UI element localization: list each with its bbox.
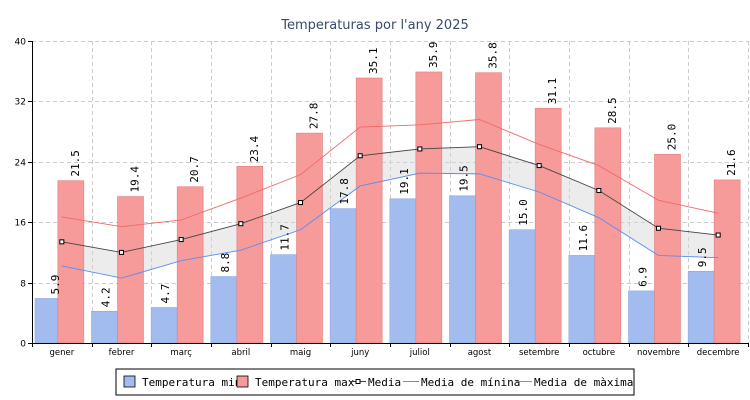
bar-min-abril [210, 276, 238, 344]
label-max-agost: 35.8 [487, 42, 500, 69]
data-labels: 5.9 21.5 4.2 19.4 4.7 20.7 8.8 23.4 11.7 27.8 17.8… [49, 41, 738, 307]
bar-min-novembre [628, 290, 655, 344]
bar-max-setembre [534, 107, 562, 344]
line-media-min [61, 172, 719, 279]
ytick-label-0: 0 [20, 340, 26, 350]
legend-label-media-max: Media de màxima [534, 376, 633, 389]
media-marker-juliol [417, 146, 423, 152]
legend-box [115, 368, 635, 396]
label-min-juliol: 19.1 [398, 168, 411, 195]
label-max-octubre: 28.5 [606, 97, 619, 124]
xtick-label-decembre: decembre [697, 348, 740, 358]
ytick-label-2: 16 [15, 219, 27, 229]
label-min-octubre: 11.6 [577, 225, 590, 252]
bar-min-gener [34, 298, 59, 344]
label-min-juny: 17.8 [338, 178, 351, 205]
xtick-label-juliol: juliol [409, 348, 430, 358]
media-marker-decembre [715, 232, 721, 238]
legend-label-media: Media [368, 376, 401, 389]
label-min-març: 4.7 [159, 284, 172, 304]
media-marker-gener [59, 239, 65, 245]
bar-min-març [150, 307, 178, 344]
legend: Temperatura min Temperatura max Media Me… [115, 368, 635, 396]
ytick-label-4: 32 [15, 98, 26, 108]
xtick-label-octubre: octubre [583, 348, 616, 358]
label-max-febrer: 19.4 [129, 166, 142, 193]
label-max-juny: 35.1 [367, 47, 380, 74]
label-max-gener: 21.5 [69, 150, 82, 177]
label-max-abril: 23.4 [248, 135, 261, 162]
bar-max-febrer [117, 196, 144, 344]
bar-min-maig [270, 254, 297, 344]
bar-min-juliol [389, 198, 417, 344]
media-marker-març [178, 237, 184, 243]
bar-max-gener [57, 180, 85, 344]
media-marker-juny [357, 153, 363, 159]
bar-min-setembre [508, 229, 536, 344]
bar-max-març [176, 186, 204, 344]
ytick-label-3: 24 [15, 159, 27, 169]
xtick-label-gener: gener [49, 348, 74, 358]
media-marker-maig [298, 200, 303, 206]
chart-title: Temperaturas por l'any 2025 [280, 18, 469, 33]
xtick-label-agost: agost [468, 348, 492, 358]
media-marker-novembre [656, 225, 661, 231]
line-media [61, 146, 719, 253]
ytick-label-5: 40 [15, 38, 27, 48]
label-min-maig: 11.7 [279, 224, 292, 251]
label-min-novembre: 6.9 [637, 267, 650, 287]
label-min-setembre: 15.0 [517, 199, 530, 226]
bar-min-febrer [91, 310, 118, 344]
lines [59, 119, 721, 279]
bar-max-juliol [415, 71, 443, 344]
media-marker-octubre [596, 187, 602, 193]
bar-min-agost [449, 195, 476, 344]
grid [32, 41, 749, 343]
xtick-label-juny: juny [350, 348, 369, 358]
label-max-decembre: 21.6 [725, 149, 738, 176]
bar-max-novembre [654, 153, 681, 344]
bar-max-octubre [594, 127, 622, 344]
ytick-label-1: 8 [20, 280, 26, 290]
legend-label-min: Temperatura min [142, 376, 241, 389]
legend-swatch-max [236, 375, 249, 388]
bar-min-octubre [568, 255, 596, 344]
xtick-label-abril: abril [231, 348, 250, 358]
xtick-label-setembre: setembre [519, 348, 559, 358]
xtick-label-febrer: febrer [109, 348, 135, 358]
bar-max-agost [475, 72, 502, 344]
axes: 0 8 16 24 32 40 gener febrer març abril maig juny ju… [15, 38, 749, 358]
xtick-label-maig: maig [290, 348, 311, 358]
label-max-març: 20.7 [188, 156, 201, 183]
bar-max-maig [296, 132, 323, 344]
label-min-gener: 5.9 [49, 275, 62, 295]
xtick-label-març: març [170, 348, 192, 358]
label-max-juliol: 35.9 [427, 41, 440, 68]
legend-label-media-min: Media de mínina [421, 376, 520, 389]
label-max-novembre: 25.0 [666, 124, 679, 151]
media-marker-setembre [536, 163, 542, 169]
label-min-abril: 8.8 [219, 253, 232, 273]
bars [34, 71, 741, 344]
bar-max-decembre [713, 179, 741, 344]
label-min-decembre: 9.5 [696, 247, 709, 267]
label-max-maig: 27.8 [308, 103, 321, 130]
label-min-febrer: 4.2 [100, 287, 113, 307]
media-marker-abril [238, 221, 244, 227]
line-media-max [61, 119, 719, 228]
xtick-label-novembre: novembre [637, 348, 680, 358]
label-min-agost: 19.5 [458, 165, 471, 192]
media-marker-agost [477, 144, 482, 150]
legend-swatch-min [123, 375, 136, 388]
bar-min-juny [329, 208, 357, 344]
media-marker-febrer [119, 249, 124, 255]
legend-label-max: Temperatura max [255, 376, 355, 389]
label-max-setembre: 31.1 [546, 78, 559, 105]
bar-min-decembre [687, 270, 715, 344]
legend-marker-media [355, 379, 361, 384]
bar-max-abril [236, 166, 264, 344]
bar-max-juny [355, 77, 383, 344]
